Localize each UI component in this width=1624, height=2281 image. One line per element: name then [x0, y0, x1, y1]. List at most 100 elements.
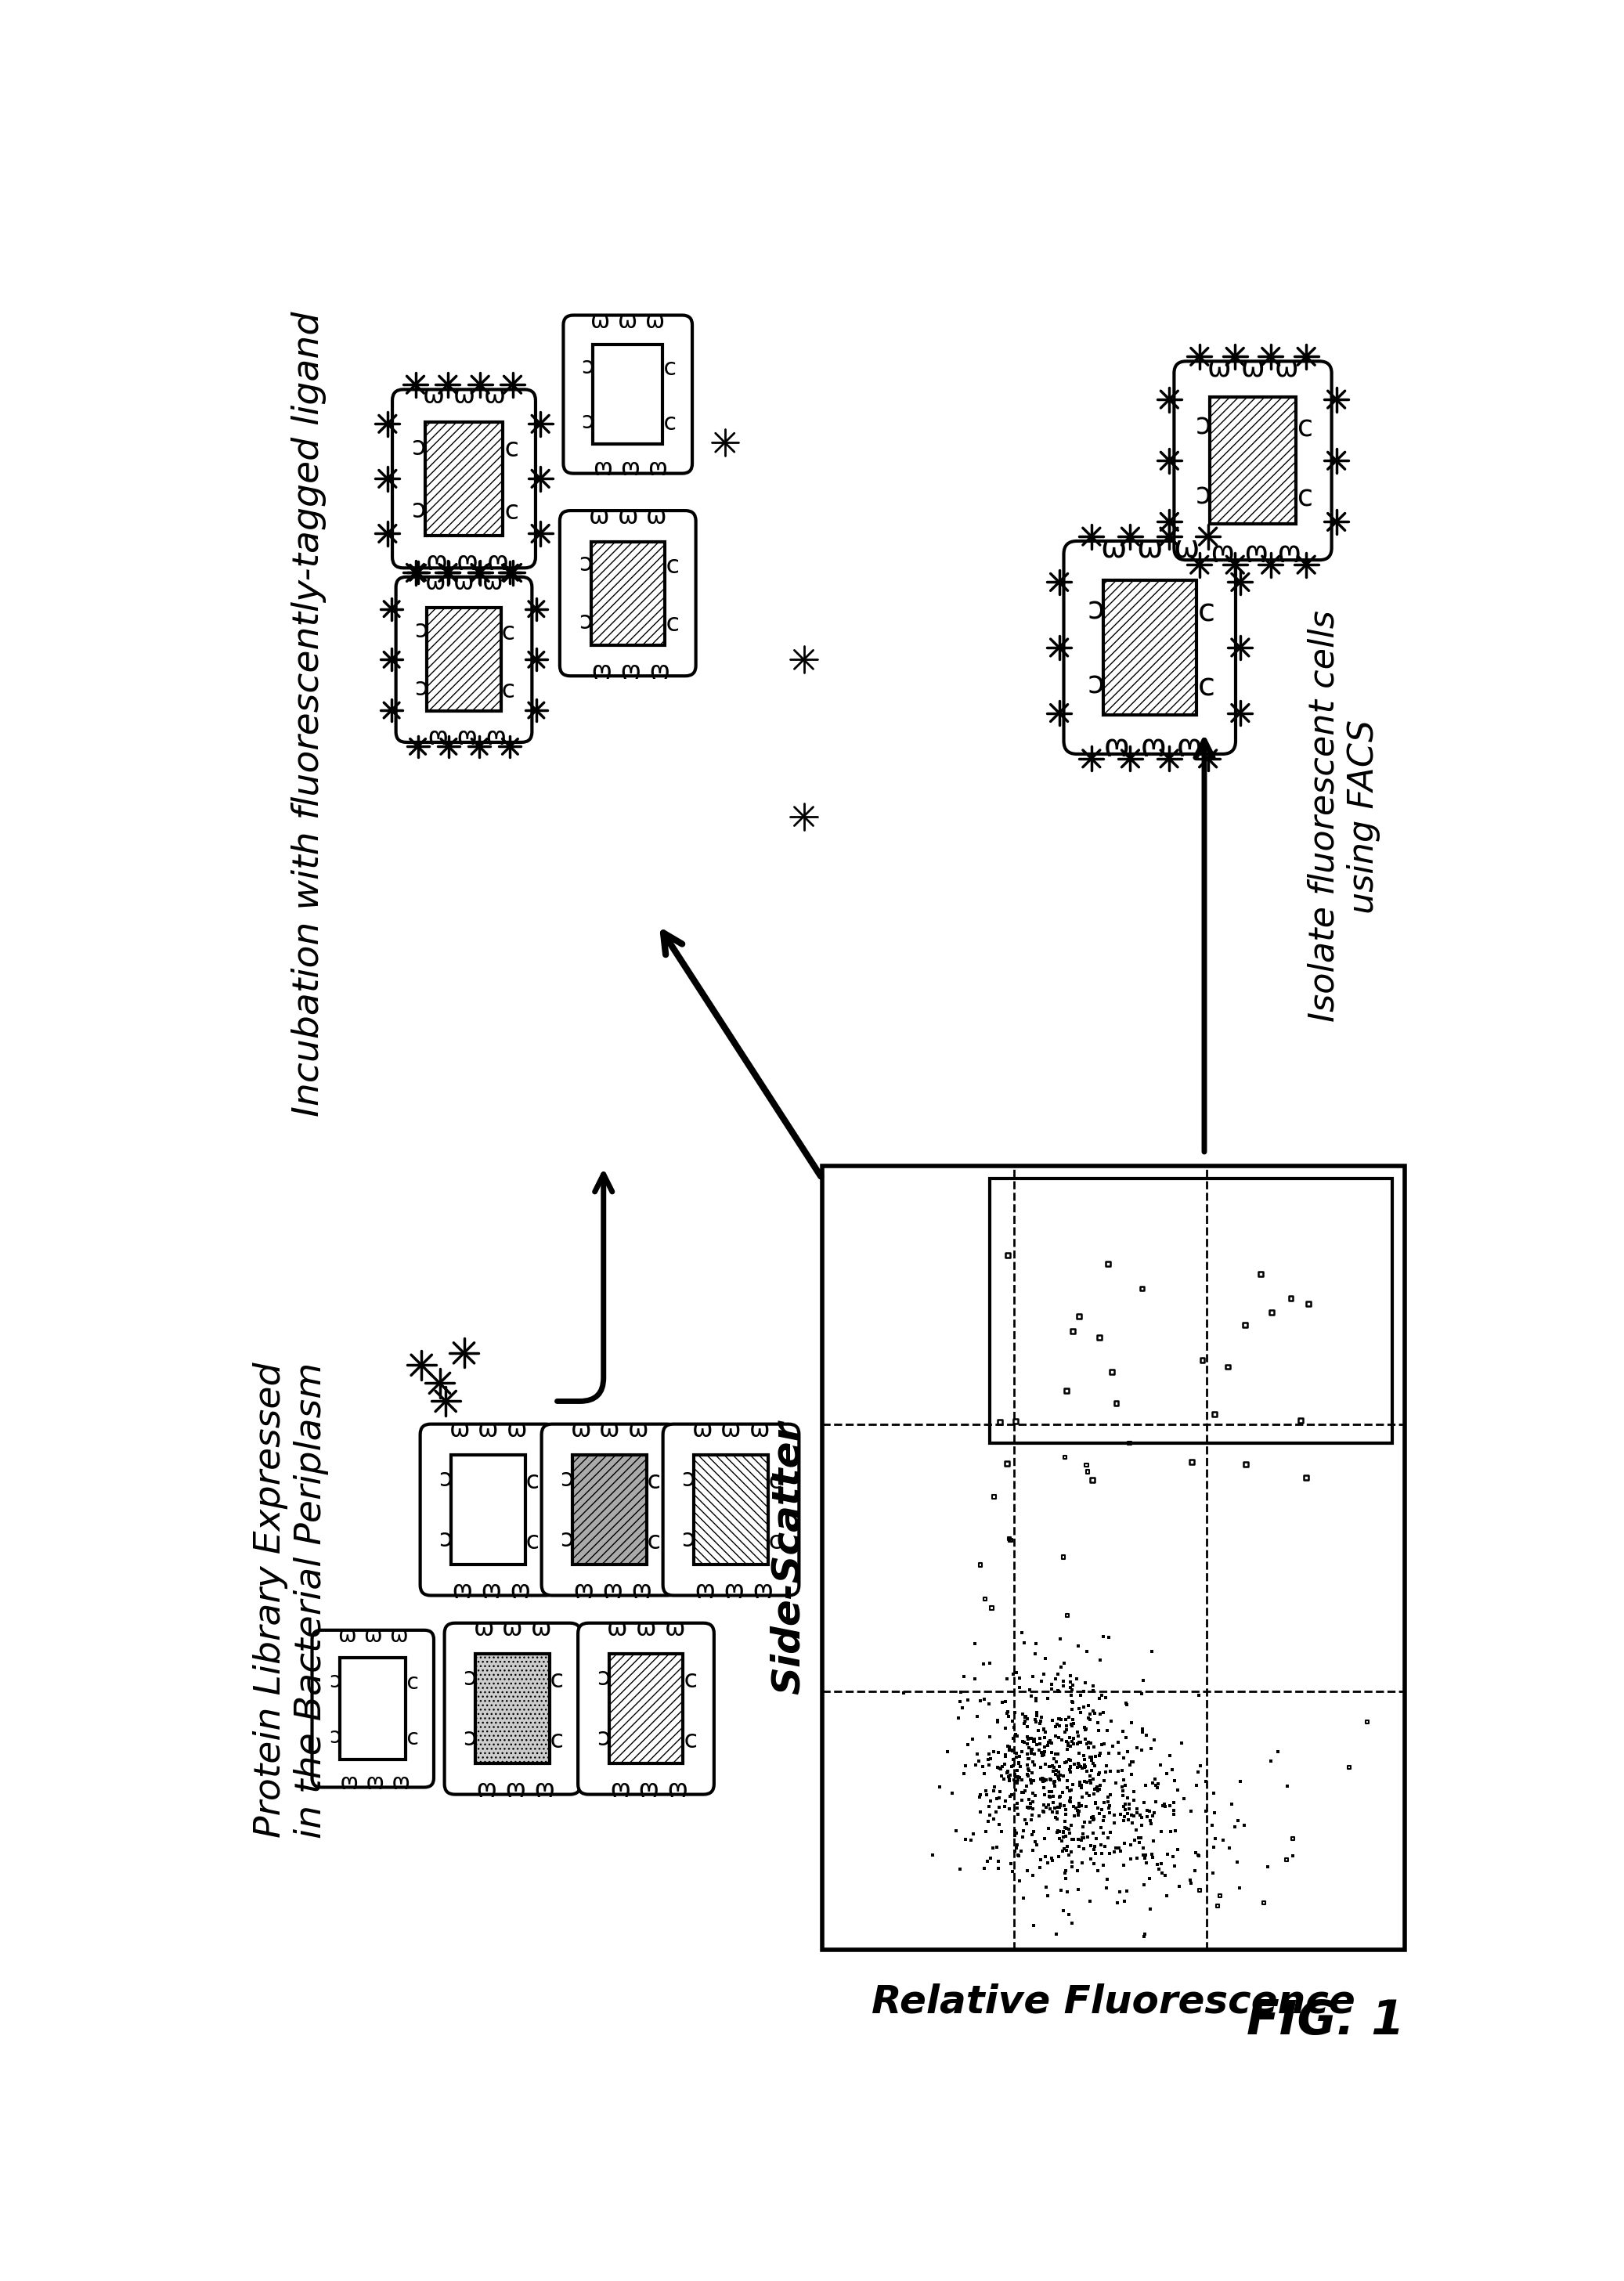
- Point: [1085, 1704, 1111, 1740]
- Point: [1077, 1884, 1103, 1921]
- Point: [1228, 1763, 1254, 1800]
- Point: [1108, 1834, 1134, 1870]
- Point: [1177, 1861, 1203, 1898]
- Text: ɔ: ɔ: [1195, 595, 1212, 625]
- Point: [1070, 1816, 1096, 1852]
- Point: [1075, 1453, 1101, 1489]
- Point: [1090, 1802, 1116, 1838]
- Point: [1054, 1770, 1080, 1807]
- Point: [1034, 1877, 1060, 1914]
- Text: ω: ω: [635, 1617, 656, 1642]
- Point: [1051, 1540, 1077, 1576]
- Point: [1086, 1738, 1112, 1775]
- Point: [1060, 1667, 1086, 1704]
- Bar: [451, 1455, 525, 1565]
- Text: ω: ω: [1241, 354, 1265, 383]
- Text: ɔ: ɔ: [661, 356, 674, 379]
- Point: [1043, 1736, 1069, 1772]
- Point: [1142, 1761, 1168, 1797]
- Point: [1052, 1797, 1078, 1834]
- Point: [1051, 1829, 1077, 1866]
- Point: [1028, 1761, 1054, 1797]
- Point: [1009, 1818, 1034, 1854]
- Point: [1043, 1745, 1069, 1781]
- Point: [1111, 1761, 1137, 1797]
- Point: [1046, 1702, 1072, 1738]
- Point: [1226, 1870, 1252, 1907]
- Point: [1020, 1832, 1046, 1868]
- Point: [1026, 1850, 1052, 1886]
- Point: [1273, 1841, 1299, 1877]
- Point: [1052, 1861, 1078, 1898]
- Text: ɔ: ɔ: [328, 1670, 341, 1693]
- Point: [1000, 1747, 1026, 1784]
- Point: [978, 1645, 1004, 1681]
- Point: [996, 1729, 1021, 1765]
- Point: [1026, 1706, 1052, 1743]
- Point: [1065, 1747, 1091, 1784]
- Point: [1121, 1772, 1147, 1809]
- Text: ω: ω: [635, 1777, 656, 1800]
- Point: [965, 1736, 991, 1772]
- Text: ɔ: ɔ: [560, 1528, 573, 1551]
- Point: [1015, 1727, 1041, 1763]
- Point: [1028, 1841, 1054, 1877]
- Point: [1033, 1761, 1059, 1797]
- Point: [1044, 1759, 1070, 1795]
- Point: [1059, 1843, 1085, 1880]
- Point: [1138, 1633, 1164, 1670]
- Point: [1051, 1818, 1077, 1854]
- Point: [1104, 1724, 1130, 1761]
- Point: [1078, 1752, 1104, 1788]
- Point: [1138, 1804, 1164, 1841]
- Point: [1150, 1788, 1176, 1825]
- Point: [1065, 1786, 1091, 1823]
- Text: ω: ω: [477, 1576, 499, 1601]
- Point: [987, 1403, 1013, 1439]
- Point: [1088, 1827, 1114, 1864]
- Point: [1077, 1759, 1103, 1795]
- Text: ω: ω: [664, 1777, 685, 1800]
- Point: [1031, 1729, 1057, 1765]
- Point: [1017, 1781, 1043, 1818]
- Text: ɔ: ɔ: [1088, 595, 1104, 625]
- Point: [1088, 1768, 1114, 1804]
- Point: [1182, 1834, 1208, 1870]
- Point: [1106, 1754, 1132, 1791]
- Point: [1129, 1820, 1155, 1857]
- Point: [1017, 1672, 1043, 1708]
- Point: [1075, 1729, 1101, 1765]
- Point: [1052, 1818, 1078, 1854]
- Point: [1160, 1752, 1186, 1788]
- Point: [976, 1747, 1002, 1784]
- Point: [992, 1736, 1018, 1772]
- Point: [1161, 1848, 1187, 1884]
- Point: [1153, 1857, 1179, 1893]
- Point: [1224, 1843, 1250, 1880]
- Point: [989, 1813, 1015, 1850]
- Point: [1031, 1763, 1057, 1800]
- Point: [1202, 1820, 1228, 1857]
- Point: [1057, 1658, 1083, 1695]
- Point: [1095, 1861, 1121, 1898]
- Point: [1030, 1761, 1056, 1797]
- Point: [1036, 1791, 1062, 1827]
- Point: [1132, 1836, 1158, 1873]
- Point: [1073, 1763, 1099, 1800]
- Point: [1030, 1738, 1056, 1775]
- Text: ω: ω: [588, 657, 609, 682]
- Text: ɔ: ɔ: [767, 1467, 780, 1492]
- Text: ɔ: ɔ: [500, 677, 513, 700]
- Point: [968, 1777, 994, 1813]
- Text: ɔ: ɔ: [525, 1467, 538, 1492]
- Point: [1020, 1907, 1046, 1943]
- FancyBboxPatch shape: [560, 511, 695, 675]
- Point: [1021, 1635, 1047, 1672]
- Text: ɔ: ɔ: [463, 1727, 477, 1752]
- Point: [1018, 1720, 1044, 1756]
- Point: [1051, 1893, 1077, 1930]
- Point: [1083, 1836, 1109, 1873]
- Point: [1034, 1681, 1060, 1718]
- Point: [997, 1791, 1023, 1827]
- Point: [986, 1843, 1012, 1880]
